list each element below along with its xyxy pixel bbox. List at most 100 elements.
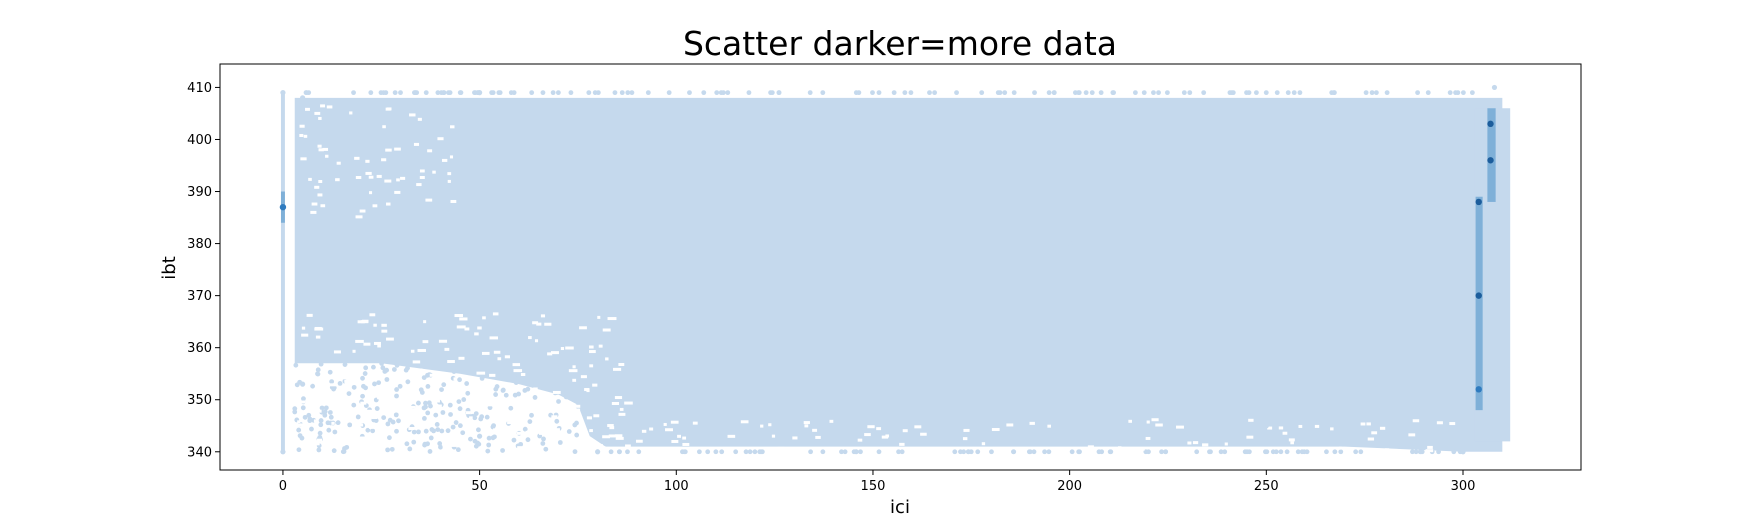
data-point <box>503 392 509 398</box>
data-point <box>532 395 538 400</box>
gap-mark <box>326 105 333 109</box>
gap-mark <box>625 444 631 448</box>
gap-mark <box>602 328 611 332</box>
data-point <box>1331 90 1337 96</box>
gap-mark <box>520 373 526 377</box>
data-point <box>541 436 546 442</box>
data-point <box>457 406 463 412</box>
data-point <box>545 363 551 369</box>
gap-mark <box>815 435 821 439</box>
gap-mark <box>536 322 542 326</box>
data-point <box>958 449 963 455</box>
gap-mark <box>297 420 301 424</box>
gap-mark <box>417 117 422 121</box>
gap-mark <box>394 147 401 151</box>
data-point <box>362 371 368 376</box>
gap-mark <box>1408 433 1416 437</box>
data-point <box>540 441 546 446</box>
gap-mark <box>568 369 578 373</box>
data-point <box>439 90 444 96</box>
data-point <box>1011 449 1017 455</box>
gap-mark <box>385 148 392 152</box>
gap-mark <box>564 434 568 438</box>
gap-mark <box>318 179 323 183</box>
data-point <box>701 90 707 96</box>
gap-mark <box>1384 448 1390 452</box>
gap-mark <box>1146 420 1150 424</box>
sparse-gaps <box>296 104 1456 453</box>
gap-mark <box>1379 426 1386 430</box>
gap-mark <box>1047 424 1052 428</box>
data-point <box>1297 90 1303 96</box>
data-point <box>577 378 583 384</box>
gap-mark <box>317 409 322 413</box>
gap-mark <box>419 176 425 180</box>
hexbin-layer <box>279 84 1511 455</box>
gap-mark <box>375 377 381 381</box>
data-point <box>422 416 427 421</box>
gap-mark <box>417 418 422 422</box>
data-point <box>1415 90 1420 96</box>
data-point <box>445 428 451 434</box>
data-point <box>1222 449 1228 455</box>
data-point <box>497 90 503 96</box>
data-point <box>468 436 473 442</box>
gap-mark <box>467 421 475 425</box>
data-point <box>1373 90 1379 96</box>
gap-mark <box>487 403 496 407</box>
gap-mark <box>310 210 317 214</box>
gap-mark <box>444 347 450 351</box>
x-tick-label: 200 <box>1057 479 1082 494</box>
y-tick-label: 360 <box>187 341 212 356</box>
gap-mark <box>355 423 364 427</box>
data-point <box>557 440 563 445</box>
gap-mark <box>1176 425 1184 429</box>
gap-mark <box>423 320 427 324</box>
data-point <box>439 428 445 434</box>
data-point <box>389 446 395 452</box>
data-point <box>1089 90 1095 96</box>
data-point <box>325 420 331 426</box>
data-point <box>319 405 325 411</box>
data-point <box>407 446 413 452</box>
gap-mark <box>477 326 482 330</box>
data-point <box>536 383 541 389</box>
gap-mark <box>504 355 510 359</box>
data-point <box>714 90 720 96</box>
data-point <box>746 90 752 96</box>
data-point <box>476 427 481 433</box>
gap-mark <box>314 111 321 115</box>
data-point <box>870 267 876 273</box>
gap-mark <box>355 339 364 343</box>
data-point <box>302 414 308 420</box>
gap-mark <box>1282 431 1288 435</box>
data-point <box>329 379 335 384</box>
gap-mark <box>552 390 561 394</box>
gap-mark <box>550 351 559 355</box>
data-point <box>331 448 337 454</box>
data-point <box>776 90 782 96</box>
data-point <box>1358 449 1364 455</box>
gap-mark <box>804 424 809 428</box>
data-point <box>619 90 625 96</box>
gap-mark <box>299 133 304 137</box>
data-point <box>360 375 365 381</box>
y-tick-label: 410 <box>187 81 212 96</box>
gap-mark <box>386 337 394 341</box>
gap-mark <box>599 444 603 448</box>
gap-mark <box>1314 424 1320 428</box>
gap-mark <box>368 425 375 429</box>
gap-mark <box>359 436 368 440</box>
gap-mark <box>537 409 547 413</box>
data-point <box>733 449 739 455</box>
data-point <box>300 405 306 411</box>
gap-mark <box>544 322 552 326</box>
data-point <box>439 387 444 392</box>
data-point <box>355 414 361 420</box>
gap-mark <box>334 410 344 414</box>
data-point <box>1460 90 1466 96</box>
gap-mark <box>618 412 626 416</box>
data-point <box>891 90 897 96</box>
gap-mark <box>589 345 594 349</box>
gap-mark <box>317 193 323 197</box>
